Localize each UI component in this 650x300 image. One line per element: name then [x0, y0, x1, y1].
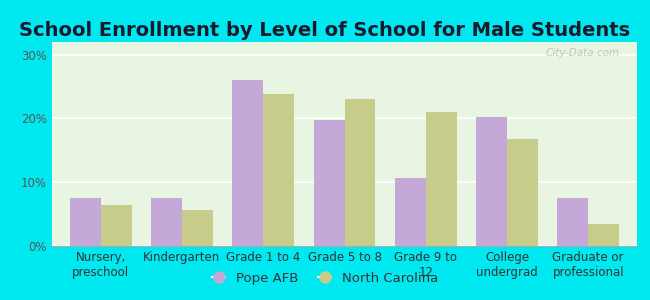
Text: School Enrollment by Level of School for Male Students: School Enrollment by Level of School for…: [20, 21, 630, 40]
Bar: [70, 198, 101, 246]
Bar: [263, 94, 294, 246]
Bar: [182, 210, 213, 246]
Bar: [233, 80, 263, 246]
Bar: [151, 198, 182, 246]
Legend: Pope AFB, North Carolina: Pope AFB, North Carolina: [207, 266, 443, 290]
Bar: [507, 139, 538, 246]
Bar: [313, 120, 345, 246]
Bar: [558, 198, 588, 246]
Text: City-Data.com: City-Data.com: [545, 48, 619, 58]
Bar: [588, 224, 619, 246]
Bar: [476, 117, 507, 246]
Bar: [426, 112, 456, 246]
Bar: [344, 99, 376, 246]
Bar: [101, 205, 131, 246]
Bar: [395, 178, 426, 246]
